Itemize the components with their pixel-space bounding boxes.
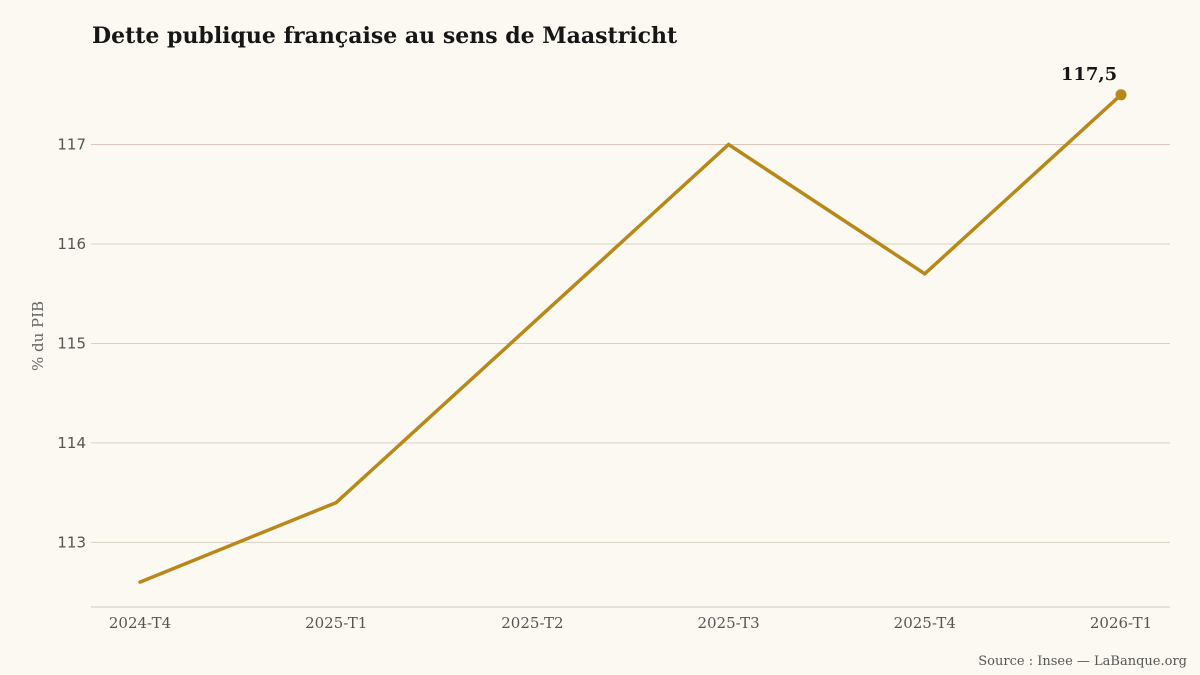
series-line (138, 93, 1123, 584)
x-axis-ticks: 2024-T4 2025-T1 2025-T2 2025-T3 2025-T4 2026-… (109, 614, 1152, 632)
x-tick-label: 2025-T4 (894, 614, 956, 632)
x-tick-label: 2024-T4 (109, 614, 171, 632)
x-tick-label: 2026-T1 (1090, 614, 1152, 632)
gridlines (91, 144, 1170, 543)
last-data-point (1115, 89, 1127, 101)
y-tick-label: 115 (57, 334, 86, 352)
x-tick-label: 2025-T3 (697, 614, 759, 632)
y-tick-label: 114 (57, 434, 86, 452)
y-tick-label: 117 (57, 136, 86, 154)
x-tick-label: 2025-T1 (305, 614, 367, 632)
x-tick-label: 2025-T2 (501, 614, 563, 632)
last-point-label: 117,5 (1061, 64, 1117, 85)
source-note: Source : Insee — LaBanque.org (978, 654, 1187, 669)
y-axis-label: % du PIB (29, 301, 47, 371)
y-tick-label: 113 (57, 533, 86, 551)
y-tick-label: 116 (57, 235, 86, 253)
chart-title: Dette publique française au sens de Maas… (92, 23, 678, 49)
y-axis-ticks: 113 114 115 116 117 (57, 136, 86, 552)
series-layer: 117,5 (138, 64, 1127, 584)
